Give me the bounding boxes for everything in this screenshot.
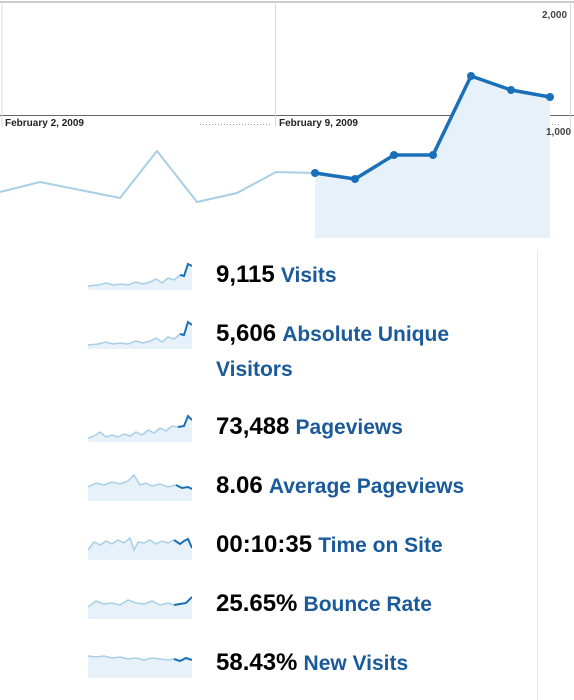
- metric-text: 73,488 Pageviews: [216, 410, 506, 445]
- visits-line-chart: [0, 1, 574, 238]
- data-point[interactable]: [429, 151, 437, 159]
- sparkline-icon: [88, 414, 192, 442]
- metric-text: 58.43% New Visits: [216, 646, 506, 681]
- visits-overview-chart: 2,000 1,000 February 2, 2009 February 9,…: [0, 0, 574, 245]
- metric-value: 5,606: [216, 320, 277, 347]
- metric-label-link[interactable]: Bounce Rate: [303, 593, 432, 616]
- metric-value: 8.06: [216, 472, 263, 499]
- metric-label-link[interactable]: New Visits: [303, 652, 409, 675]
- x-date-label: February 2, 2009: [5, 118, 84, 129]
- metric-text: 25.65% Bounce Rate: [216, 587, 506, 622]
- data-point[interactable]: [467, 72, 475, 80]
- data-point[interactable]: [311, 169, 319, 177]
- y-tick-label: 1,000: [546, 127, 572, 138]
- metric-label-link[interactable]: Average Pageviews: [268, 475, 465, 498]
- metric-value: 73,488: [216, 413, 290, 440]
- metric-row-bounce-rate: 25.65% Bounce Rate: [88, 587, 528, 627]
- metric-text: 9,115 Visits: [216, 258, 506, 293]
- panel-divider: [537, 250, 538, 700]
- metric-row-visits: 9,115 Visits: [88, 258, 528, 298]
- metric-label-link[interactable]: Time on Site: [318, 534, 443, 557]
- data-point[interactable]: [507, 86, 515, 94]
- previous-period-line: [0, 149, 316, 204]
- metric-row-average-pageviews: 8.06 Average Pageviews: [88, 469, 528, 509]
- metric-value: 58.43%: [216, 649, 298, 676]
- metric-value: 00:10:35: [216, 531, 313, 558]
- data-point[interactable]: [351, 175, 359, 183]
- metric-row-new-visits: 58.43% New Visits: [88, 646, 528, 686]
- metric-value: 9,115: [216, 261, 275, 288]
- metric-row-pageviews: 73,488 Pageviews: [88, 410, 528, 450]
- site-usage-metrics: 9,115 Visits 5,606 Absolute Unique Visit…: [0, 250, 574, 700]
- sparkline-icon: [88, 655, 192, 678]
- metric-row-time-on-site: 00:10:35 Time on Site: [88, 528, 528, 568]
- sparkline-icon: [88, 596, 192, 619]
- metric-label-link[interactable]: Pageviews: [295, 416, 403, 439]
- sparkline-icon: [88, 320, 192, 349]
- sparkline-icon: [88, 536, 192, 560]
- metric-text: 00:10:35 Time on Site: [216, 528, 506, 563]
- metric-text: 8.06 Average Pageviews: [216, 469, 506, 504]
- metric-label-link[interactable]: Absolute Unique Visitors: [216, 323, 450, 381]
- metric-label-link[interactable]: Visits: [280, 264, 337, 287]
- data-point[interactable]: [390, 151, 398, 159]
- metric-row-absolute-unique-visitors: 5,606 Absolute Unique Visitors: [88, 317, 528, 387]
- metric-text: 5,606 Absolute Unique Visitors: [216, 317, 516, 387]
- sparkline-icon: [88, 473, 192, 501]
- sparkline-icon: [88, 262, 192, 290]
- y-tick-label: 2,000: [542, 10, 568, 21]
- metric-value: 25.65%: [216, 590, 298, 617]
- x-date-label: February 9, 2009: [279, 118, 358, 129]
- data-point[interactable]: [546, 93, 554, 101]
